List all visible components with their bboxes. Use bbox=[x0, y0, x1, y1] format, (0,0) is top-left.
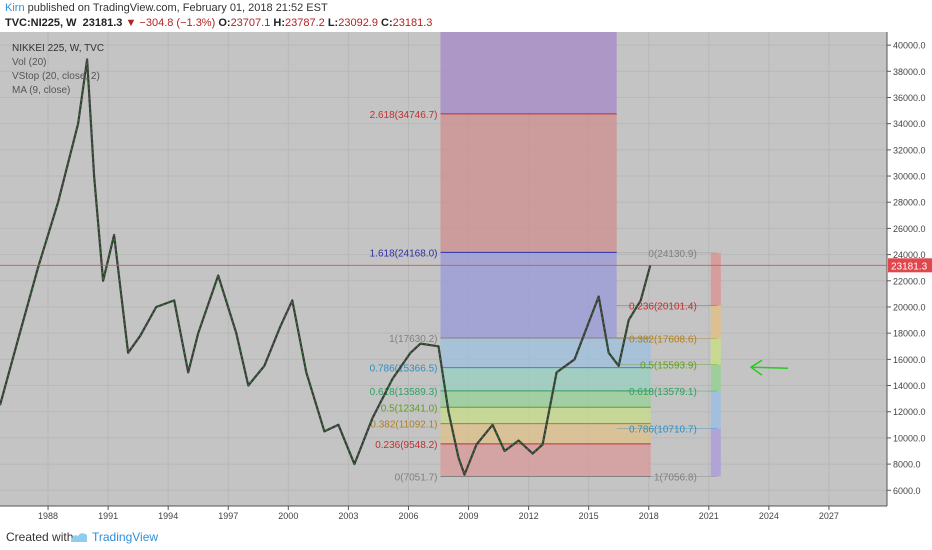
legend-volume[interactable]: Vol (20) bbox=[12, 57, 47, 68]
fib-left-level-label: 0.382(11092.1) bbox=[370, 420, 437, 431]
y-tick-label: 12000.0 bbox=[893, 407, 926, 417]
low-label: L: bbox=[327, 17, 339, 29]
x-tick-label: 2009 bbox=[459, 511, 479, 521]
x-tick-label: 1988 bbox=[38, 511, 58, 521]
fib-right-bar-segment bbox=[710, 391, 721, 429]
tradingview-logo-icon bbox=[71, 533, 87, 542]
fib-right-bar-segment bbox=[710, 364, 721, 392]
legend-symbol[interactable]: NIKKEI 225, W, TVC bbox=[12, 43, 105, 54]
footer: Created with TradingView bbox=[0, 524, 932, 550]
open-label: O: bbox=[218, 17, 231, 29]
fib-ext-level-label: 2.618(34746.7) bbox=[370, 110, 438, 121]
fib-left-zone bbox=[440, 443, 651, 477]
price-chart[interactable]: 1.618(24168.0) 2.618(34746.7) 0(7051.7) 0.2… bbox=[0, 32, 932, 524]
y-tick-label: 8000.0 bbox=[893, 460, 921, 470]
fib-left-level-label: 0.618(13589.3) bbox=[370, 387, 438, 398]
fib-right-bar-segment bbox=[710, 252, 721, 306]
fib-right-level-label: 0(24130.9) bbox=[648, 249, 696, 260]
symbol-label: TVC:NI225, W bbox=[5, 17, 77, 29]
high-label: H: bbox=[273, 17, 285, 29]
fib-right-level-label: 0.236(20101.4) bbox=[629, 302, 697, 313]
y-tick-label: 18000.0 bbox=[893, 329, 926, 339]
fib-left-level-label: 0(7051.7) bbox=[395, 473, 438, 484]
y-tick-label: 38000.0 bbox=[893, 67, 926, 77]
x-tick-label: 2027 bbox=[819, 511, 839, 521]
fib-right-level-label: 0.5(15593.9) bbox=[640, 361, 697, 372]
y-tick-label: 26000.0 bbox=[893, 224, 926, 234]
y-tick-label: 34000.0 bbox=[893, 119, 926, 129]
y-tick-label: 40000.0 bbox=[893, 41, 926, 51]
arrow-annotation-icon bbox=[749, 359, 789, 376]
fib-right-bar-segment bbox=[710, 428, 721, 477]
y-tick-label: 36000.0 bbox=[893, 93, 926, 103]
y-tick-label: 16000.0 bbox=[893, 355, 926, 365]
legend-ma[interactable]: MA (9, close) bbox=[12, 85, 71, 96]
y-tick-label: 10000.0 bbox=[893, 433, 926, 443]
last-price-label-bg bbox=[888, 258, 932, 273]
created-with-text: Created with bbox=[6, 530, 74, 544]
y-tick-label: 20000.0 bbox=[893, 302, 926, 312]
fib-right-level-label: 0.618(13579.1) bbox=[629, 387, 697, 398]
high-value: 23787.2 bbox=[285, 17, 325, 29]
fib-right-level-label: 0.786(10710.7) bbox=[629, 425, 697, 436]
x-tick-label: 2024 bbox=[759, 511, 779, 521]
x-tick-label: 1994 bbox=[158, 511, 178, 521]
publish-line: Kirn published on TradingView.com, Febru… bbox=[5, 2, 328, 14]
last-price: 23181.3 bbox=[82, 17, 123, 29]
x-tick-label: 1997 bbox=[218, 511, 238, 521]
x-tick-label: 2003 bbox=[338, 511, 358, 521]
tradingview-brand[interactable]: TradingView bbox=[92, 530, 159, 544]
vstop-overlay bbox=[0, 59, 651, 477]
fib-right-level-label: 0.382(17608.6) bbox=[629, 334, 697, 345]
y-tick-label: 14000.0 bbox=[893, 381, 926, 391]
y-tick-label: 24000.0 bbox=[893, 250, 926, 260]
x-tick-label: 2015 bbox=[579, 511, 599, 521]
y-tick-label: 30000.0 bbox=[893, 172, 926, 182]
open-value: 23707.1 bbox=[230, 17, 271, 29]
x-tick-label: 2012 bbox=[519, 511, 539, 521]
x-tick-label: 2006 bbox=[398, 511, 418, 521]
fib-left-level-label: 0.786(15366.5) bbox=[370, 364, 438, 375]
author-link[interactable]: Kirn bbox=[5, 2, 25, 14]
fib-left-zone bbox=[440, 390, 651, 408]
fib-left-level-label: 0.5(12341.0) bbox=[381, 403, 438, 414]
x-tick-label: 2000 bbox=[278, 511, 298, 521]
legend-vstop[interactable]: VStop (20, close, 2) bbox=[12, 71, 100, 82]
fib-right-bar-segment bbox=[710, 305, 721, 339]
chart-header: Kirn published on TradingView.com, Febru… bbox=[0, 0, 932, 32]
ohlc-line: TVC:NI225, W 23181.3 ▼ −304.8 (−1.3%) O:… bbox=[5, 17, 432, 29]
close-label: C: bbox=[381, 17, 393, 29]
fib-left-zone bbox=[440, 407, 651, 424]
published-text: published on TradingView.com, February 0… bbox=[27, 2, 328, 14]
x-tick-label: 2021 bbox=[699, 511, 719, 521]
fib-right-level-label: 1(7056.8) bbox=[654, 472, 697, 483]
close-value: 23181.3 bbox=[392, 17, 433, 29]
x-tick-label: 2018 bbox=[639, 511, 659, 521]
change-arrow-icon: ▼ bbox=[125, 17, 137, 29]
fib-ext-level-label: 1.618(24168.0) bbox=[370, 248, 438, 259]
last-price-label: 23181.3 bbox=[891, 261, 928, 272]
fib-ext-zone-mid bbox=[440, 113, 617, 253]
change-value: −304.8 (−1.3%) bbox=[139, 17, 216, 29]
fib-left-zone bbox=[440, 367, 651, 391]
low-value: 23092.9 bbox=[338, 17, 378, 29]
time-axis-background bbox=[0, 506, 932, 524]
fib-left-level-label: 1(17630.2) bbox=[389, 334, 437, 345]
y-tick-label: 32000.0 bbox=[893, 145, 926, 155]
fib-right-bar-segment bbox=[710, 338, 721, 365]
indicator-legend: NIKKEI 225, W, TVC Vol (20) VStop (20, c… bbox=[12, 42, 104, 98]
y-tick-label: 28000.0 bbox=[893, 198, 926, 208]
y-tick-label: 6000.0 bbox=[893, 486, 921, 496]
fib-ext-zone-top bbox=[440, 32, 617, 114]
fib-left-level-label: 0.236(9548.2) bbox=[375, 440, 437, 451]
x-tick-label: 1991 bbox=[98, 511, 118, 521]
y-tick-label: 22000.0 bbox=[893, 276, 926, 286]
